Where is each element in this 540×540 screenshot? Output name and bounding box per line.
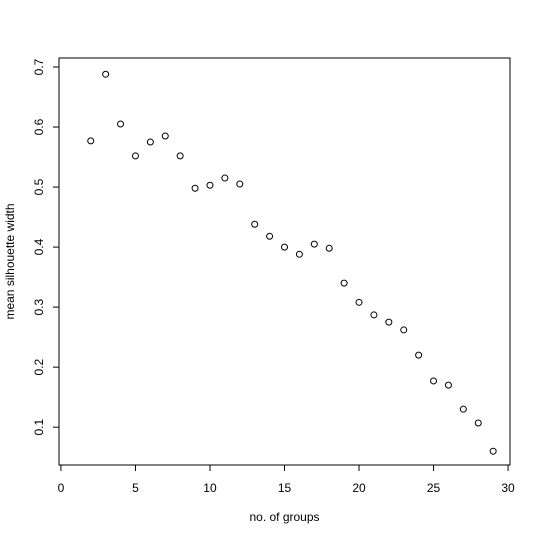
y-tick-label: 0.6 <box>32 118 46 135</box>
x-tick-label: 15 <box>278 481 292 495</box>
y-tick-label: 0.5 <box>32 178 46 195</box>
x-tick-label: 0 <box>58 481 65 495</box>
point <box>87 137 95 145</box>
point <box>474 419 482 427</box>
plot-box <box>58 57 511 466</box>
point <box>281 243 288 251</box>
point <box>117 120 125 128</box>
x-tick-label: 10 <box>203 481 217 495</box>
y-tick-label: 0.7 <box>32 58 46 75</box>
point <box>459 405 467 413</box>
x-tick-label: 30 <box>501 481 515 495</box>
x-axis-label: no. of groups <box>249 510 319 524</box>
point <box>236 180 244 188</box>
x-tick-label: 25 <box>427 481 441 495</box>
point <box>295 250 303 258</box>
point <box>146 138 154 146</box>
point <box>221 174 229 182</box>
y-tick-label: 0.2 <box>32 358 46 375</box>
point <box>161 132 169 140</box>
y-tick-label: 0.1 <box>32 419 46 436</box>
point <box>340 279 348 287</box>
point <box>370 311 378 319</box>
point <box>489 447 497 455</box>
point <box>325 244 333 252</box>
point <box>266 232 274 240</box>
point <box>385 318 393 326</box>
point <box>131 152 139 160</box>
point <box>444 381 452 389</box>
point <box>415 351 423 359</box>
point <box>251 220 259 228</box>
point <box>400 326 408 334</box>
y-tick-label: 0.3 <box>32 298 46 315</box>
point <box>176 152 184 160</box>
x-tick-label: 5 <box>132 481 139 495</box>
y-tick-label: 0.4 <box>32 238 46 255</box>
point <box>191 184 199 192</box>
y-axis-label: mean silhouette width <box>3 203 17 319</box>
point <box>102 70 110 78</box>
x-tick-label: 20 <box>352 481 366 495</box>
point <box>430 377 438 385</box>
point <box>355 298 363 306</box>
point <box>310 240 318 248</box>
point <box>206 181 214 189</box>
